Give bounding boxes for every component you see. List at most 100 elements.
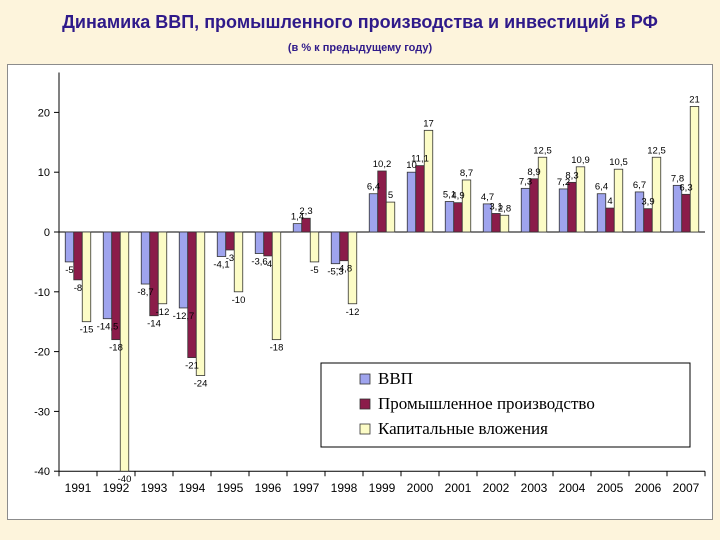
y-tick-label: -40 <box>34 466 50 478</box>
bar <box>406 171 417 233</box>
data-label: -15 <box>80 325 94 336</box>
bar <box>558 188 569 233</box>
data-label: -12 <box>346 307 360 318</box>
bar <box>423 129 434 233</box>
chart-frame: 20 10 0 -10 -20 -30 -40 1991 1992 1993 1994 1995 199… <box>7 64 713 520</box>
data-label: -4,8 <box>336 264 352 275</box>
bar <box>651 156 662 233</box>
bar <box>301 217 311 233</box>
data-label: 6,7 <box>633 180 646 191</box>
data-label: 2,3 <box>299 206 312 217</box>
x-tick-label: 1994 <box>179 481 206 495</box>
data-label: 21 <box>689 94 700 105</box>
bar <box>605 207 615 233</box>
x-tick-label: 2000 <box>407 481 434 495</box>
bar-chart: 20 10 0 -10 -20 -30 -40 1991 1992 1993 1994 1995 199… <box>34 72 706 495</box>
bar <box>567 181 577 233</box>
bar <box>520 187 531 233</box>
bar <box>491 213 501 233</box>
x-tick-label: 1996 <box>255 481 282 495</box>
x-tick-label: 2004 <box>559 481 586 495</box>
legend-swatch <box>359 423 371 435</box>
data-label: -8 <box>74 283 82 294</box>
data-label: 7,2 <box>557 177 570 188</box>
data-label: -5,3 <box>327 267 343 278</box>
data-label: -5 <box>310 265 318 276</box>
y-tick-label: 10 <box>38 167 50 179</box>
bar <box>140 231 151 285</box>
y-tick-label: -10 <box>34 287 50 299</box>
data-label: 12,5 <box>533 145 552 156</box>
bar <box>292 223 303 233</box>
x-tick-label: 2007 <box>673 481 700 495</box>
x-tick-label: 1995 <box>217 481 244 495</box>
data-label: -3,6 <box>251 257 267 268</box>
chart-legend: ВВП Промышленное производство Капитальные … <box>320 362 691 448</box>
bar <box>119 231 130 472</box>
bar <box>81 231 92 323</box>
data-label: -12,7 <box>173 311 195 322</box>
x-tick-label: 1997 <box>293 481 320 495</box>
x-tick-label: 2005 <box>597 481 624 495</box>
bar <box>216 231 227 257</box>
bar <box>444 201 455 233</box>
bar <box>461 179 472 233</box>
bar <box>309 231 320 263</box>
data-label: -40 <box>118 474 132 485</box>
legend-label: Промышленное производство <box>378 394 595 413</box>
legend-label: ВВП <box>378 369 413 388</box>
legend-swatch <box>359 373 371 385</box>
data-label: -4,1 <box>213 260 229 271</box>
data-label: 2,8 <box>498 203 511 214</box>
data-label: 12,5 <box>647 145 666 156</box>
data-label: -18 <box>109 343 123 354</box>
data-label: -4 <box>264 259 272 270</box>
x-tick-label: 2001 <box>445 481 472 495</box>
bar <box>499 214 510 233</box>
bar <box>575 166 586 233</box>
data-label: -5 <box>65 265 73 276</box>
data-label: 10,9 <box>571 155 590 166</box>
x-tick-label: 1999 <box>369 481 396 495</box>
bar <box>263 231 273 257</box>
data-label: 11,1 <box>411 154 429 165</box>
data-label: -12 <box>156 307 170 318</box>
x-tick-label: 2003 <box>521 481 548 495</box>
bar <box>368 193 379 233</box>
bar <box>178 231 189 309</box>
bar <box>415 165 425 233</box>
bar <box>689 106 700 233</box>
y-tick-label: 0 <box>44 227 50 239</box>
data-label: 8,9 <box>527 167 540 178</box>
data-label: 7,3 <box>519 176 532 187</box>
data-label: 10,2 <box>373 159 392 170</box>
chart-bars <box>64 106 700 472</box>
data-label: -10 <box>232 295 246 306</box>
bar <box>596 193 607 233</box>
bar <box>195 231 206 376</box>
bar <box>537 156 548 233</box>
bar <box>339 231 349 262</box>
data-label: 4 <box>607 196 612 207</box>
bar <box>73 231 83 281</box>
data-label: 8,3 <box>565 170 578 181</box>
bar <box>643 208 653 233</box>
data-label: 3,9 <box>641 197 654 208</box>
data-label: 6,4 <box>595 182 608 193</box>
bar <box>187 231 197 358</box>
data-label: -8,7 <box>137 287 153 298</box>
data-label: -14 <box>147 319 161 330</box>
data-label: 10,5 <box>609 157 628 168</box>
bar <box>681 193 691 233</box>
data-label: -21 <box>185 361 199 372</box>
data-label: -14,5 <box>97 322 119 333</box>
legend-box <box>320 362 691 448</box>
data-label: 4,9 <box>451 191 464 202</box>
x-tick-label: 1991 <box>65 481 92 495</box>
data-label: 10 <box>406 160 417 171</box>
legend-swatch <box>359 398 371 410</box>
bar <box>347 231 358 305</box>
data-label: -18 <box>270 343 284 354</box>
data-label: -3 <box>226 253 234 264</box>
